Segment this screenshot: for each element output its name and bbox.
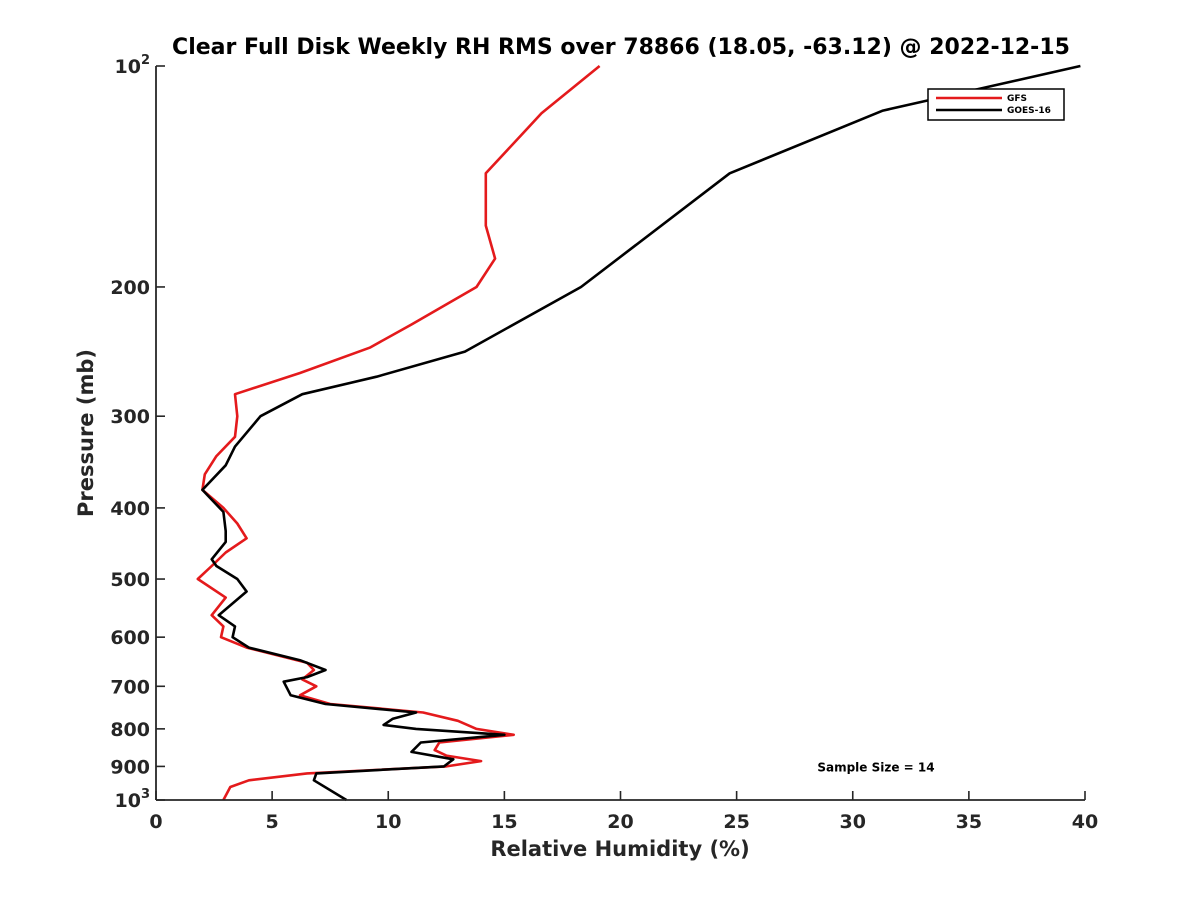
y-tick-label: 900 xyxy=(110,756,150,778)
y-axis-label: Pressure (mb) xyxy=(74,349,98,517)
x-tick-label: 10 xyxy=(375,811,401,833)
legend-label-goes-16: GOES-16 xyxy=(1007,106,1051,116)
y-tick-label: 600 xyxy=(110,627,150,649)
legend-label-gfs: GFS xyxy=(1007,94,1027,104)
x-ticks: 0 5 10 15 20 25 30 35 40 xyxy=(149,791,1098,833)
chart-title: Clear Full Disk Weekly RH RMS over 78866… xyxy=(172,35,1070,60)
y-tick-label: 300 xyxy=(110,406,150,428)
y-tick-label: 800 xyxy=(110,719,150,741)
x-tick-label: 25 xyxy=(723,811,749,833)
legend: GFS GOES-16 xyxy=(927,88,1065,121)
y-tick-label: 102 xyxy=(115,53,151,78)
y-tick-label: 400 xyxy=(110,498,150,520)
x-tick-label: 5 xyxy=(266,811,279,833)
annotations: Sample Size = 14 xyxy=(817,760,934,774)
x-tick-label: 0 xyxy=(149,811,162,833)
legend-box xyxy=(927,88,1065,121)
x-tick-label: 40 xyxy=(1072,811,1098,833)
series-layer xyxy=(196,64,1081,802)
y-tick-label: 500 xyxy=(110,569,150,591)
sample-size-annotation: Sample Size = 14 xyxy=(817,760,934,774)
series-line-goes-16 xyxy=(201,64,1081,802)
x-tick-label: 35 xyxy=(956,811,982,833)
y-tick-label: 700 xyxy=(110,676,150,698)
series-line-gfs xyxy=(196,64,601,801)
x-tick-label: 15 xyxy=(491,811,517,833)
x-tick-label: 30 xyxy=(840,811,866,833)
x-tick-label: 20 xyxy=(607,811,633,833)
y-tick-label: 200 xyxy=(110,277,150,299)
x-axis-label: Relative Humidity (%) xyxy=(490,837,749,861)
